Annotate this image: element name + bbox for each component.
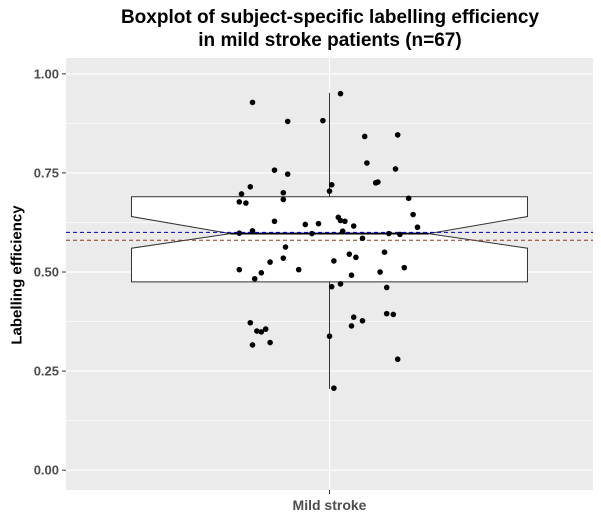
- data-point: [280, 196, 287, 203]
- data-point: [381, 249, 388, 256]
- data-point: [328, 182, 335, 188]
- data-point: [271, 218, 278, 225]
- y-tick-label: 0.75: [34, 165, 59, 180]
- data-point: [249, 228, 256, 234]
- data-point: [280, 189, 287, 196]
- data-point: [410, 211, 416, 218]
- data-point: [280, 255, 287, 261]
- data-point: [247, 319, 254, 326]
- data-point: [238, 191, 245, 197]
- data-point: [249, 342, 256, 348]
- data-point: [267, 339, 273, 346]
- data-point: [302, 221, 309, 228]
- data-point: [405, 195, 412, 202]
- data-point: [337, 281, 344, 287]
- y-tick-label: 1.00: [34, 66, 59, 81]
- data-point: [401, 264, 408, 271]
- y-tick-label: 0.25: [34, 364, 59, 379]
- data-point: [390, 311, 397, 318]
- data-point: [236, 230, 243, 236]
- data-point: [326, 188, 333, 194]
- data-point: [284, 171, 291, 177]
- data-point: [262, 326, 269, 332]
- notched-box: [131, 196, 528, 283]
- data-point: [394, 132, 401, 138]
- data-point: [361, 133, 368, 140]
- data-point: [284, 118, 291, 125]
- y-tick-label: 0.50: [34, 265, 59, 280]
- data-point: [331, 258, 337, 264]
- data-point: [254, 328, 260, 334]
- data-point: [364, 160, 370, 166]
- data-point: [359, 317, 366, 324]
- data-point: [236, 199, 243, 205]
- data-point: [339, 228, 346, 234]
- data-point: [394, 356, 401, 363]
- data-point: [397, 231, 403, 238]
- data-point: [309, 230, 315, 237]
- data-point: [348, 323, 355, 329]
- data-point: [295, 266, 302, 273]
- data-point: [350, 314, 357, 321]
- data-point: [337, 90, 344, 97]
- data-point: [383, 310, 390, 317]
- data-point: [251, 275, 258, 282]
- x-category-label: Mild stroke: [293, 497, 367, 513]
- chart-title-line-1: Boxplot of subject-specific labelling ef…: [120, 7, 540, 28]
- data-point: [386, 230, 392, 237]
- data-point: [271, 167, 278, 173]
- data-point: [348, 272, 355, 278]
- data-point: [375, 179, 381, 185]
- data-point: [320, 117, 326, 124]
- data-point: [359, 235, 366, 242]
- data-point: [267, 259, 273, 265]
- data-point: [243, 200, 249, 206]
- data-point: [258, 329, 265, 335]
- data-point: [377, 269, 383, 275]
- data-point: [326, 333, 333, 340]
- data-point: [414, 224, 421, 231]
- data-point: [247, 184, 254, 190]
- data-point: [353, 254, 359, 261]
- data-points: [236, 90, 421, 391]
- data-point: [328, 283, 335, 290]
- data-point: [331, 385, 337, 391]
- data-point: [392, 166, 399, 172]
- data-point: [337, 217, 344, 224]
- y-axis-ticks: 0.00 0.25 0.50 0.75 1.00: [34, 66, 66, 478]
- data-point: [249, 99, 256, 106]
- data-point: [383, 284, 390, 291]
- data-point: [258, 270, 265, 276]
- data-point: [315, 220, 322, 227]
- data-point: [282, 244, 289, 250]
- chart-title-line-2: in mild stroke patients (n=67): [198, 30, 462, 51]
- x-axis-ticks: Mild stroke: [293, 490, 367, 513]
- data-point: [236, 266, 243, 273]
- data-point: [346, 251, 353, 257]
- y-tick-label: 0.00: [34, 463, 59, 478]
- data-point: [350, 223, 357, 229]
- data-point: [342, 218, 348, 225]
